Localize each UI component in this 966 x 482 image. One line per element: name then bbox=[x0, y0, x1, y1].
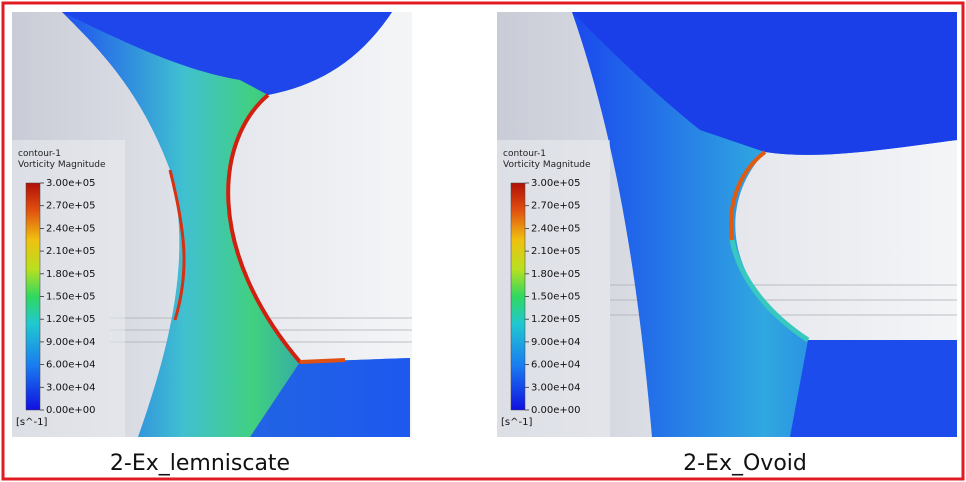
legend-title: contour-1 bbox=[503, 149, 546, 159]
colorbar-label: 6.00e+04 bbox=[46, 360, 96, 371]
colorbar-label: 2.70e+05 bbox=[46, 201, 96, 212]
colorbar-label: 9.00e+04 bbox=[46, 337, 96, 348]
colorbar-label: 3.00e+05 bbox=[46, 178, 96, 189]
colorbar-label: 1.20e+05 bbox=[531, 314, 581, 325]
colorbar-label: 1.50e+05 bbox=[531, 292, 581, 303]
colorbar-label: 2.10e+05 bbox=[531, 246, 581, 257]
caption: 2-Ex_lemniscate bbox=[110, 451, 290, 476]
legend-quantity: Vorticity Magnitude bbox=[18, 160, 106, 170]
colorbar-label: 3.00e+04 bbox=[46, 382, 96, 393]
colorbar-label: 3.00e+05 bbox=[531, 178, 581, 189]
colorbar-label: 1.80e+05 bbox=[46, 269, 96, 280]
colorbar bbox=[26, 183, 40, 410]
figure: contour-1 Vorticity Magnitude [s^-1] 2-E… bbox=[0, 0, 966, 482]
colorbar bbox=[511, 183, 525, 410]
caption: 2-Ex_Ovoid bbox=[683, 451, 807, 476]
wall-vorticity bbox=[300, 360, 345, 362]
colorbar-label: 2.40e+05 bbox=[531, 223, 581, 234]
colorbar-label: 2.10e+05 bbox=[46, 246, 96, 257]
colorbar-label: 0.00e+00 bbox=[531, 405, 581, 416]
colorbar-label: 2.40e+05 bbox=[46, 223, 96, 234]
colorbar-label: 6.00e+04 bbox=[531, 360, 581, 371]
colorbar-label: 9.00e+04 bbox=[531, 337, 581, 348]
legend-unit: [s^-1] bbox=[16, 417, 47, 428]
fluid-lower bbox=[790, 340, 957, 437]
colorbar-label: 3.00e+04 bbox=[531, 382, 581, 393]
colorbar-label: 1.80e+05 bbox=[531, 269, 581, 280]
colorbar-label: 1.20e+05 bbox=[46, 314, 96, 325]
legend-quantity: Vorticity Magnitude bbox=[503, 160, 591, 170]
colorbar-label: 1.50e+05 bbox=[46, 292, 96, 303]
legend-title: contour-1 bbox=[18, 149, 61, 159]
colorbar-label: 0.00e+00 bbox=[46, 405, 96, 416]
colorbar-label: 2.70e+05 bbox=[531, 201, 581, 212]
legend-unit: [s^-1] bbox=[501, 417, 532, 428]
